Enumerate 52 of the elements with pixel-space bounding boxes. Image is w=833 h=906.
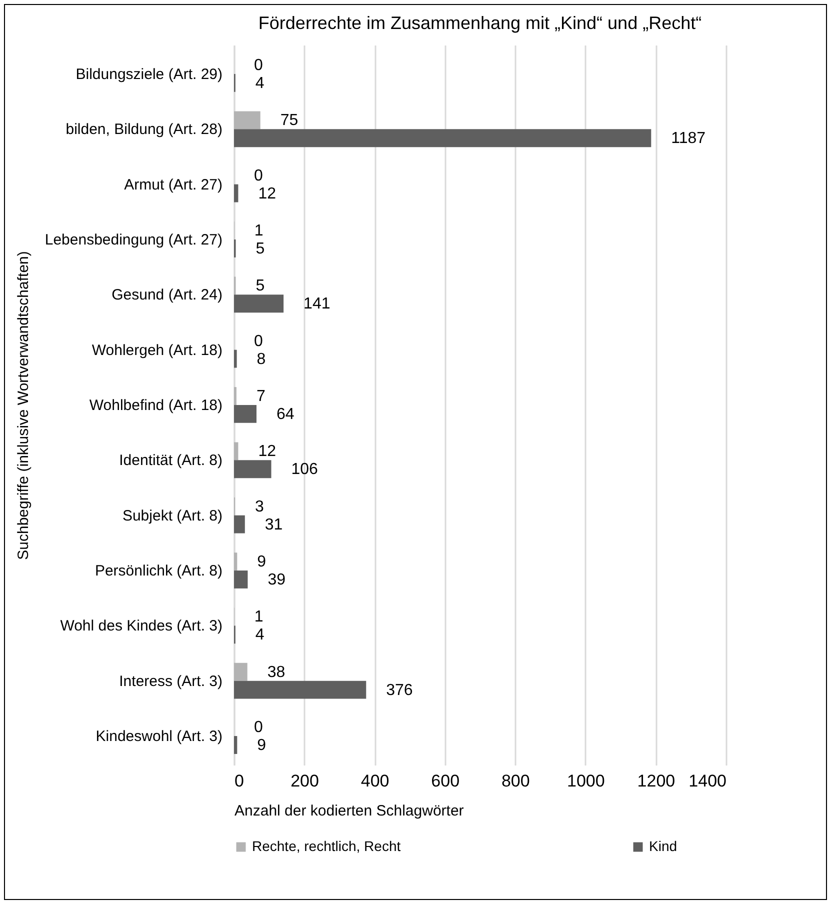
data-label: 5 [256, 278, 265, 295]
x-tick-label: 200 [290, 772, 319, 790]
y-axis-title: Suchbegriffe (inklusive Wortverwandtschaften) [14, 251, 32, 560]
chart-title: Förderrechte im Zusammenhang mit „Kind“ und „Recht“ [258, 13, 702, 33]
data-label: 64 [276, 406, 294, 423]
y-tick-label: Interess (Art. 3) [119, 672, 223, 690]
legend-label: Rechte, rechtlich, Recht [252, 838, 401, 854]
y-tick-label: Wohlbefind (Art. 18) [89, 397, 222, 414]
x-axis-title: Anzahl der kodierten Schlagwörter [234, 802, 464, 820]
data-label: 9 [257, 554, 266, 571]
data-label: 3 [255, 498, 264, 516]
data-label: 0 [254, 167, 263, 184]
y-tick-label: bilden, Bildung (Art. 28) [66, 121, 222, 138]
y-tick-label: Armut (Art. 27) [124, 176, 222, 194]
y-tick-label: Wohl des Kindes (Art. 3) [60, 618, 222, 635]
x-tick-label: 0 [234, 772, 244, 790]
data-label: 141 [304, 296, 330, 313]
y-tick-label: Gesund (Art. 24) [112, 286, 222, 304]
data-label: 4 [255, 626, 264, 644]
data-label: 1 [254, 608, 264, 626]
x-tick-label: 400 [360, 772, 390, 790]
data-label: 12 [258, 185, 276, 202]
y-tick-label: Persönlichk (Art. 8) [94, 562, 222, 580]
x-tick-label: 1400 [688, 772, 726, 790]
data-label: 9 [257, 737, 266, 754]
y-tick-label: Lebensbedingung (Art. 27) [44, 231, 222, 248]
data-label: 0 [254, 719, 263, 736]
data-label: 31 [264, 516, 283, 534]
data-label: 106 [291, 461, 318, 478]
y-tick-label: Wohlergeh (Art. 18) [92, 342, 222, 359]
y-tick-label: Kindeswohl (Art. 3) [96, 728, 222, 746]
data-label: 75 [280, 112, 298, 130]
data-label: 38 [267, 664, 286, 681]
data-label: 0 [254, 332, 263, 350]
data-label: 7 [256, 388, 266, 406]
data-label: 1 [254, 222, 264, 240]
data-label: 1187 [671, 130, 706, 148]
data-label: 8 [256, 350, 266, 368]
data-label: 12 [258, 443, 276, 460]
data-label: 0 [254, 57, 263, 74]
x-tick-label: 600 [431, 772, 460, 790]
y-tick-label: Identität (Art. 8) [119, 452, 223, 470]
data-label: 4 [255, 74, 264, 92]
data-label: 39 [268, 571, 286, 588]
data-label: 376 [386, 682, 413, 699]
y-tick-label: Subjekt (Art. 8) [122, 507, 222, 524]
x-tick-label: 1000 [567, 772, 605, 790]
x-tick-label: 1200 [637, 772, 676, 790]
y-tick-label: Bildungsziele (Art. 29) [76, 66, 223, 83]
legend-label: Kind [649, 838, 678, 854]
data-label: 5 [256, 240, 265, 258]
x-tick-label: 800 [501, 772, 530, 790]
